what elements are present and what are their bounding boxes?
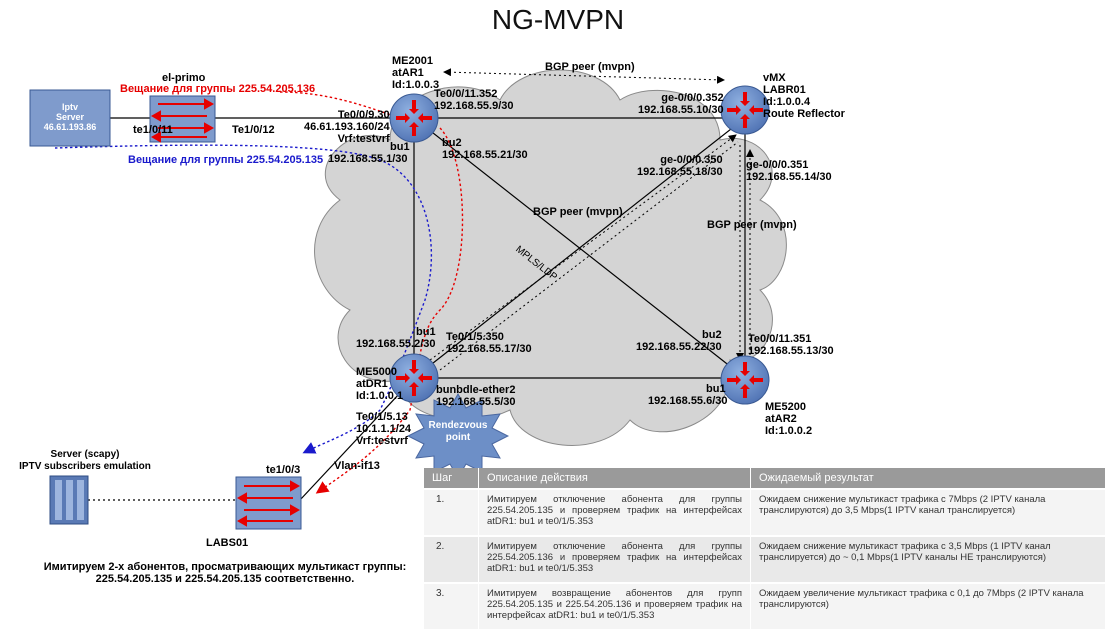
router-me5200 [720,355,770,405]
iptv-server-label: Iptv Server 46.61.193.86 [43,102,97,132]
me5000-te513: Te0/1/5.13 10.1.1.1/24 Vrf:testvrf [356,411,412,447]
test-steps-table: Шаг Описание действия Ожидаемый результа… [424,468,1106,629]
me2001-bu2: bu2 192.168.55.21/30 [442,137,528,161]
bgp-mid-line-1 [429,134,737,361]
me5000-bu1-ip: 192.168.55.2/30 [356,338,436,350]
group135-label: Вещание для группы 225.54.205.135 [128,154,324,166]
link-me5000-labs01 [299,377,415,501]
elprimo-te12: Te1/0/12 [232,124,275,136]
bgp-right-label: BGP peer (mvpn) [707,219,797,231]
col-step: Шаг [424,468,479,489]
me2001-bu1-ip: 192.168.55.1/30 [328,153,408,165]
group136-label: Вещание для группы 225.54.205.136 [120,83,316,95]
me5000-bu1: bu1 [416,326,436,338]
scapy-server-label: Server (scapy) IPTV subscribers emulation [19,449,151,472]
labs01-switch [235,476,302,530]
page-title: NG-MVPN [491,4,625,35]
me2001-label: ME2001 atAR1 Id:1.0.0.3 [392,55,440,91]
link-me5000-vmx [413,117,746,379]
vmx-ge350: ge-0/0/0.350 192.168.55.18/30 [637,154,723,178]
me5200-bu2-ip: 192.168.55.22/30 [636,341,722,353]
me5200-te351: Te0/0/11.351 192.168.55.13/30 [748,333,834,357]
me2001-te0930: Te0/0/9.30 46.61.193.160/24 Vrf:testvrf [304,109,390,145]
red-path [279,91,464,492]
me2001-bu1: bu1 [390,141,410,153]
bgp-top-label: BGP peer (mvpn) [545,61,635,73]
router-vmx [720,85,770,135]
bgp-top-line [443,68,725,84]
table-row: 1. Имитируем отключение абонента для гру… [424,488,1106,536]
elprimo-label: el-primo [162,72,206,84]
me2001-te0011352: Te0/0/11.352 192.168.55.9/30 [434,88,514,112]
col-description: Описание действия [478,468,751,489]
blue-path [54,144,433,454]
me5000-label: ME5000 atDR1 Id:1.0.0.1 [356,366,404,402]
links [88,117,746,501]
me5000-te5350: Te0/1/5.350 192.168.55.17/30 [446,331,532,355]
me5200-bu2: bu2 [702,329,722,341]
me5200-bu1-ip: 192.168.55.6/30 [648,395,728,407]
me5200-bu1: bu1 [706,383,726,395]
rendezvous-label: Rendezvous point [428,420,488,443]
iptv-server-box [29,89,111,147]
router-me5000 [389,353,439,403]
vmx-ge351: ge-0/0/0.351 192.168.55.14/30 [746,159,832,183]
vmx-ge352: ge-0/0/0.352 192.168.55.10/30 [638,92,724,116]
me5000-bundle: bunbdle-ether2 192.168.55.5/30 [436,384,516,408]
labs01-te3: te1/0/3 [266,464,301,476]
table-row: 3. Имитируем возвращение абонентов для г… [424,582,1106,629]
col-result: Ожидаемый результат [750,468,1106,489]
elprimo-te11: te1/0/11 [133,124,173,136]
bgp-mid-label: BGP peer (mvpn) [533,206,623,218]
scapy-server-icon [49,475,89,525]
elprimo-switch [149,95,216,143]
footnote: Имитируем 2-х абонентов, просматривающих… [43,561,407,585]
table-row: 2. Имитируем отключение абонента для гру… [424,535,1106,583]
vmx-label: vMX LABR01 Id:1.0.0.4 Route Reflector [763,72,845,120]
vlan-label: Vlan-if13 [334,460,380,472]
labs01-label: LABS01 [206,537,249,549]
router-me2001 [389,93,439,143]
me5200-label: ME5200 atAR2 Id:1.0.0.2 [765,401,813,437]
